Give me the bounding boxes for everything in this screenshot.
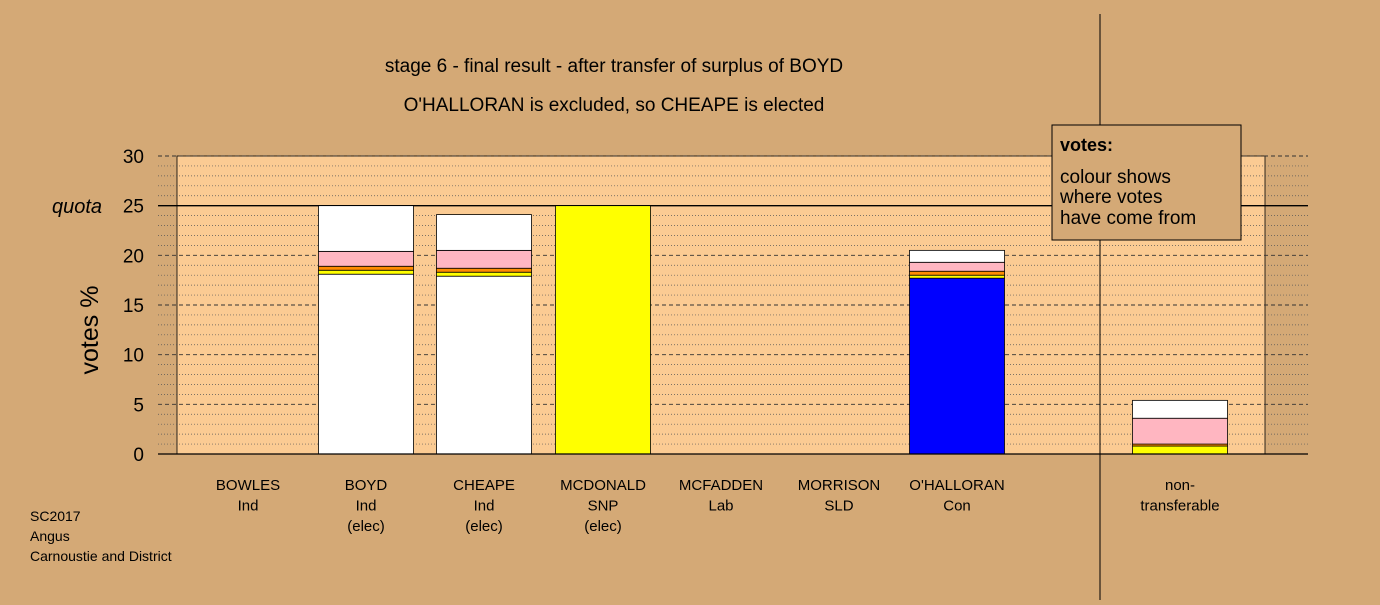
candidate-name: O'HALLORAN	[909, 477, 1004, 494]
bar-segment	[436, 249, 532, 269]
legend-line: colour shows	[1060, 167, 1171, 188]
candidate-party: SNP	[588, 498, 619, 515]
candidate-name: non-	[1165, 477, 1195, 494]
footer-council: Angus	[30, 528, 70, 544]
quota-label: quota	[52, 196, 102, 218]
bar-segment	[1132, 399, 1228, 419]
candidate-name: MORRISON	[798, 477, 881, 494]
bar-segment	[436, 214, 532, 251]
legend-box	[1051, 124, 1242, 241]
y-tick-label: 15	[123, 296, 144, 317]
y-tick-label: 5	[133, 395, 144, 416]
chart-title: stage 6 - final result - after transfer …	[385, 56, 843, 77]
bar-segment	[318, 250, 414, 267]
candidate-party: Ind	[356, 498, 377, 515]
bar-segment	[909, 270, 1005, 276]
candidate-party: Ind	[474, 498, 495, 515]
bar-segment	[436, 275, 532, 455]
bar-segment	[436, 267, 532, 273]
y-tick-label: 20	[123, 246, 144, 267]
candidate-status: (elec)	[347, 518, 385, 535]
footer-ward: Carnoustie and District	[30, 548, 172, 564]
candidate-name: CHEAPE	[453, 477, 515, 494]
bar-segment	[909, 249, 1005, 263]
bar-segment	[436, 271, 532, 277]
legend-line: have come from	[1060, 208, 1196, 229]
footer-election: SC2017	[30, 508, 81, 524]
footer: SC2017 Angus Carnoustie and District	[30, 506, 172, 566]
candidate-name: BOWLES	[216, 477, 280, 494]
candidate-status: (elec)	[465, 518, 503, 535]
candidate-status: (elec)	[584, 518, 622, 535]
y-tick-label: 30	[123, 147, 144, 168]
bar-segment	[318, 269, 414, 275]
y-tick-label: 25	[123, 197, 144, 218]
bar-segment	[555, 205, 651, 455]
bar-segment	[1132, 417, 1228, 445]
legend-line: where votes	[1059, 187, 1162, 208]
bar-segment	[909, 261, 1005, 272]
bar-segment	[1132, 445, 1228, 455]
candidate-name: MCDONALD	[560, 477, 646, 494]
candidate-party: transferable	[1140, 498, 1219, 515]
legend-title: votes:	[1060, 135, 1113, 155]
bar-segment	[318, 273, 414, 455]
bar-segment	[318, 205, 414, 252]
legend: votes: colour shows where votes have com…	[1051, 124, 1242, 241]
candidate-name: BOYD	[345, 477, 388, 494]
candidate-party: Con	[943, 498, 971, 515]
bar-segment	[909, 277, 1005, 455]
y-tick-label: 0	[133, 445, 144, 466]
bar-segment	[318, 265, 414, 271]
y-tick-label: 10	[123, 346, 144, 367]
bar-segment	[909, 274, 1005, 279]
candidate-party: SLD	[824, 498, 853, 515]
candidate-name: MCFADDEN	[679, 477, 763, 494]
chart-subtitle: O'HALLORAN is excluded, so CHEAPE is ele…	[404, 95, 825, 116]
y-axis-label: votes %	[76, 286, 104, 375]
candidate-party: Lab	[708, 498, 733, 515]
candidate-party: Ind	[238, 498, 259, 515]
